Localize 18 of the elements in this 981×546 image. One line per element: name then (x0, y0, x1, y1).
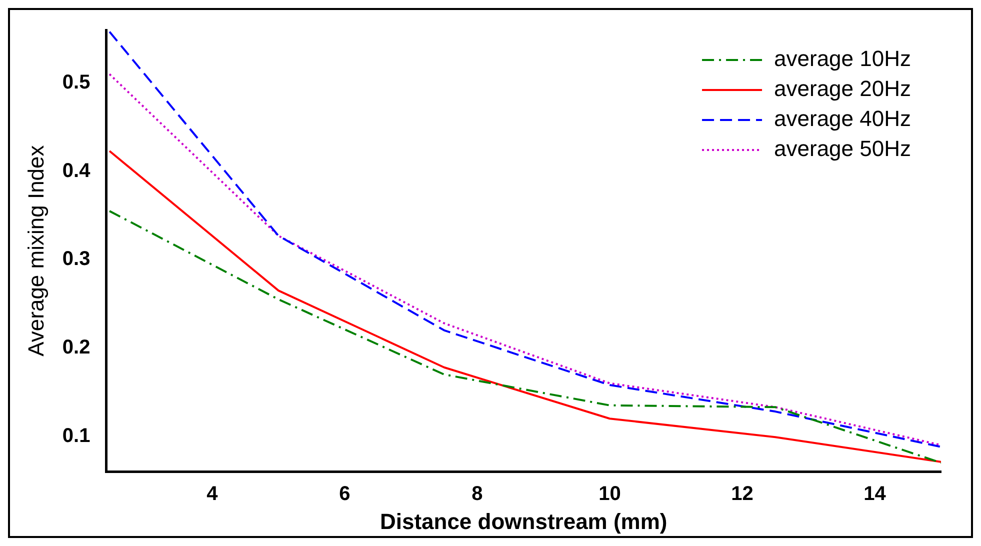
x-tick-label: 4 (206, 483, 219, 506)
y-tick-label: 0.1 (62, 424, 90, 447)
x-tick-label: 14 (864, 483, 887, 506)
legend-label: average 40Hz (774, 106, 912, 132)
legend-label: average 10Hz (774, 46, 912, 72)
y-tick-label: 0.4 (62, 160, 92, 182)
line-series (108, 210, 941, 464)
y-axis-title: Average mixing Index (23, 145, 48, 356)
x-axis-title: Distance downstream (mm) (380, 508, 668, 534)
x-tick-label: 10 (598, 483, 621, 506)
y-tick-label: 0.3 (62, 248, 90, 270)
x-tick-label: 12 (731, 483, 754, 506)
x-tick-label: 8 (472, 483, 483, 506)
x-tick-label: 6 (339, 483, 350, 506)
legend-label: average 50Hz (774, 136, 912, 162)
y-tick-label: 0.2 (62, 336, 90, 358)
y-tick-label: 0.5 (62, 72, 90, 94)
legend-label: average 20Hz (774, 76, 912, 102)
